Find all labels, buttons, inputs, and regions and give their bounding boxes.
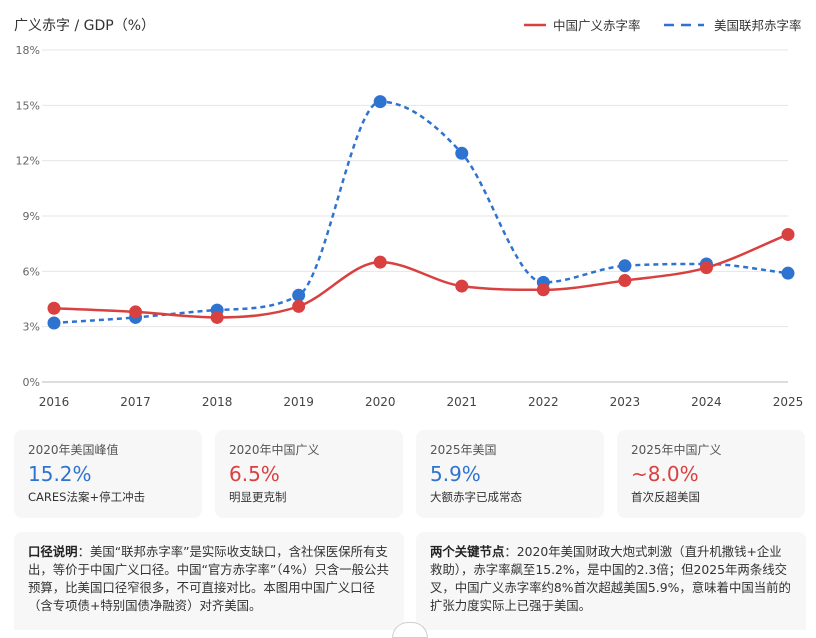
y-axis-title: 广义赤字 / GDP（%） xyxy=(14,18,155,34)
y-tick-label: 9% xyxy=(23,210,40,223)
stat-card-label: 2025年中国广义 xyxy=(631,443,722,457)
x-tick-label: 2017 xyxy=(120,395,151,409)
key-nodes-note-text: ：2020年美国财政大炮式刺激（直升机撒钱+企业救助），赤字率飙至15.2%，是… xyxy=(430,544,791,613)
us-deficit-line xyxy=(53,100,789,325)
caliber-note: 口径说明：美国“联邦赤字率”是实际收支缺口，含社保医保所有支出，等价于中国广义口… xyxy=(14,532,404,630)
key-nodes-note: 两个关键节点：2020年美国财政大炮式刺激（直升机撒钱+企业救助），赤字率飙至1… xyxy=(416,532,806,630)
stat-card-label: 2020年中国广义 xyxy=(229,443,320,457)
stat-card-label: 2020年美国峰值 xyxy=(28,443,119,457)
x-tick-label: 2024 xyxy=(691,395,722,409)
grid-and-ticks: 0% 3% 6% 9% 12% 15% 18% 2016 2017 2018 2019 2020 202… xyxy=(16,44,804,409)
us-data-point xyxy=(47,316,61,330)
x-tick-label: 2023 xyxy=(610,395,641,409)
china-deficit-line xyxy=(53,233,789,319)
y-tick-label: 0% xyxy=(23,376,40,389)
stat-card-value: 15.2% xyxy=(28,462,92,486)
stat-card-value: 6.5% xyxy=(229,462,280,486)
x-tick-label: 2016 xyxy=(39,395,70,409)
y-tick-label: 6% xyxy=(23,265,40,278)
stat-card-note: 明显更克制 xyxy=(229,490,287,504)
stat-card-note: CARES法案+停工冲击 xyxy=(28,490,146,504)
us-data-point xyxy=(373,95,387,109)
stat-card-label: 2025年美国 xyxy=(430,443,497,457)
caliber-note-text: ：美国“联邦赤字率”是实际收支缺口，含社保医保所有支出，等价于中国广义口径。中国… xyxy=(28,544,389,613)
legend-china-label: 中国广义赤字率 xyxy=(553,18,641,33)
china-data-point xyxy=(618,274,632,288)
stat-card-note: 大额赤字已成常态 xyxy=(430,490,522,504)
stat-card-value: ~8.0% xyxy=(631,462,699,486)
china-data-point xyxy=(781,227,795,241)
china-data-point xyxy=(129,305,143,319)
china-data-point xyxy=(210,310,224,324)
stat-card-note: 首次反超美国 xyxy=(631,490,700,504)
us-data-point xyxy=(781,266,795,280)
us-data-point xyxy=(618,259,632,273)
stat-card-china-2025: 2025年中国广义 ~8.0% 首次反超美国 xyxy=(617,430,805,518)
legend-us-label: 美国联邦赤字率 xyxy=(714,18,802,33)
us-data-point xyxy=(455,146,469,160)
x-tick-label: 2021 xyxy=(447,395,478,409)
china-data-point xyxy=(536,283,550,297)
china-data-point xyxy=(699,261,713,275)
x-tick-label: 2020 xyxy=(365,395,396,409)
stat-card-us-2025: 2025年美国 5.9% 大额赤字已成常态 xyxy=(416,430,604,518)
deficit-line-chart: 广义赤字 / GDP（%） 中国广义赤字率 美国联邦赤字率 0% 3% 6% 9% 12… xyxy=(14,18,804,409)
stat-card-value: 5.9% xyxy=(430,462,481,486)
caliber-note-title: 口径说明 xyxy=(28,544,78,559)
stat-card-china-2020: 2020年中国广义 6.5% 明显更克制 xyxy=(215,430,403,518)
x-tick-label: 2019 xyxy=(283,395,314,409)
stat-card-us-2020: 2020年美国峰值 15.2% CARES法案+停工冲击 xyxy=(14,430,202,518)
y-tick-label: 15% xyxy=(16,99,40,112)
series-layer xyxy=(47,95,795,330)
china-data-point xyxy=(47,301,61,315)
us-data-point xyxy=(292,288,306,302)
y-tick-label: 3% xyxy=(23,321,40,334)
y-tick-label: 12% xyxy=(16,155,40,168)
china-data-point xyxy=(455,279,469,293)
x-tick-label: 2025 xyxy=(773,395,804,409)
china-data-point xyxy=(373,255,387,269)
y-tick-label: 18% xyxy=(16,44,40,57)
x-tick-label: 2018 xyxy=(202,395,233,409)
key-nodes-note-title: 两个关键节点 xyxy=(430,544,505,559)
china-data-point xyxy=(292,299,306,313)
x-tick-label: 2022 xyxy=(528,395,559,409)
